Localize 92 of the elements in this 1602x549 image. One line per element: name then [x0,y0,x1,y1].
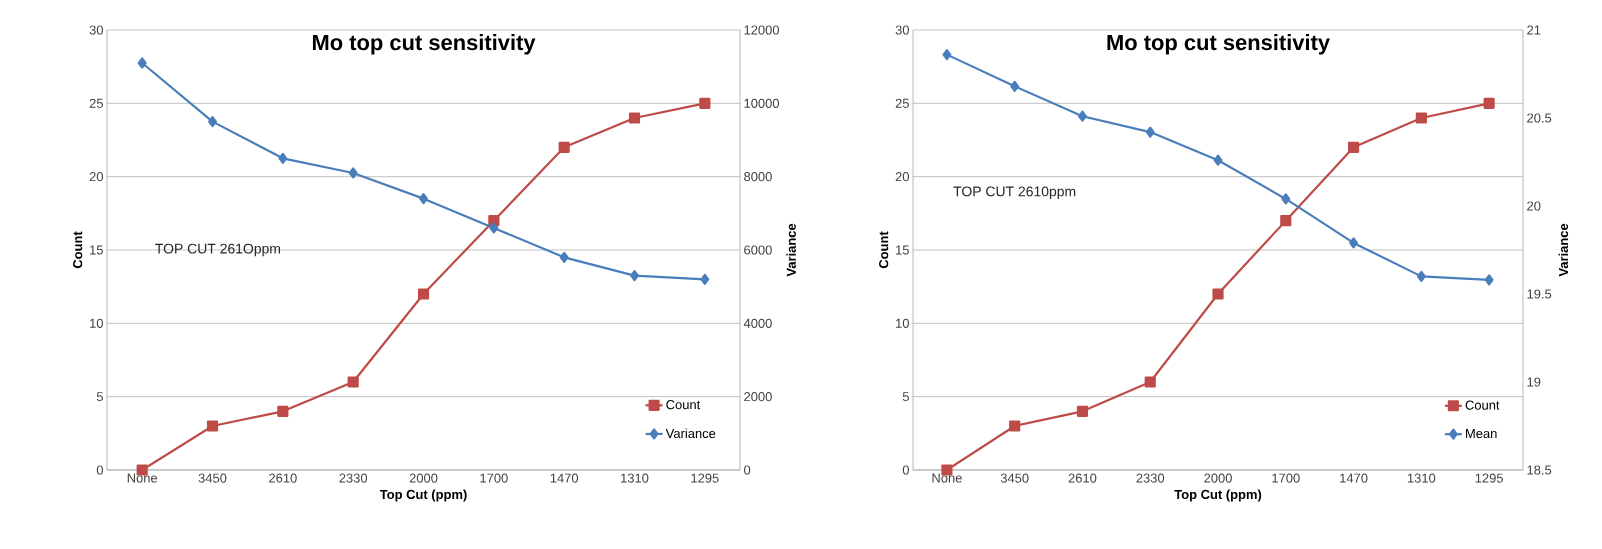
y-tick-label: 5 [902,392,909,402]
point [1483,97,1495,109]
y2-tick-label: 18.5 [1527,465,1552,475]
point [277,405,289,417]
point [700,273,710,285]
y2-tick-label: 4000 [743,318,772,328]
x-tick-label: 2000 [1204,473,1232,483]
y-axis-title: Count [879,231,889,269]
point [559,251,569,263]
y-tick-label: 5 [96,392,103,402]
chart-title: Mo top cut sensitivity [1107,34,1330,55]
point [1010,80,1020,92]
y2-axis-title: Variance [1558,223,1569,277]
point [1415,112,1427,124]
point [1145,126,1155,138]
x-tick-label: 2330 [1136,473,1165,483]
y-tick-label: 30 [89,25,103,35]
point [699,97,711,109]
y-tick-label: 0 [902,465,909,475]
y-tick-label: 15 [896,245,909,255]
y-tick-label: 25 [895,98,909,108]
x-tick-label: None [127,473,158,483]
x-tick-label: None [932,473,962,483]
point [419,193,428,205]
point [630,270,639,282]
y2-tick-label: 20 [1527,201,1541,211]
x-tick-label: 2000 [409,473,438,483]
x-axis-title: Top Cut (ppm) [379,489,467,502]
x-tick-label: 3450 [1000,473,1029,483]
point [628,112,641,124]
x-tick-label: 1470 [1340,473,1368,483]
x-tick-label: 2610 [269,473,297,483]
y2-tick-label: 6000 [744,245,772,255]
point [208,116,217,128]
y2-tick-label: 20.5 [1527,113,1552,123]
x-tick-label: 2330 [339,473,368,483]
y2-tick-label: 8000 [744,172,772,182]
point [1347,141,1360,153]
x-tick-label: 1310 [621,473,649,483]
point [1144,376,1156,388]
point [558,141,570,153]
y-tick-label: 10 [90,318,103,328]
point [1484,274,1494,286]
y-tick-label: 10 [896,318,909,328]
legend-label: Mean [1466,429,1497,439]
y-tick-label: 30 [895,25,909,35]
y-axis-title: Count [73,231,83,269]
y2-axis-title: Variance [786,223,796,277]
y2-tick-label: 21 [1527,25,1541,35]
point [489,222,499,234]
legend-label: Variance [665,428,716,439]
annotation: TOP CUT 261Oppm [155,243,281,257]
point [1078,110,1087,122]
chart-title: Mo top cut sensitivity [312,34,536,55]
point [1076,405,1089,417]
point [1280,215,1292,227]
x-tick-label: 1470 [550,473,579,483]
y2-tick-label: 10000 [744,98,780,108]
point [347,376,359,388]
x-tick-label: 1310 [1407,473,1436,483]
x-tick-label: 3450 [198,473,227,483]
legend-label: Count [666,400,701,410]
x-tick-label: 1700 [480,473,508,483]
y-tick-label: 20 [895,172,909,182]
point [1416,270,1426,282]
y2-tick-label: 12000 [744,25,780,35]
point [206,420,219,432]
point [1212,288,1224,300]
y2-tick-label: 19 [1527,377,1541,387]
point [942,49,952,61]
point [348,167,358,179]
point [1009,420,1021,432]
y2-tick-label: 19.5 [1527,289,1552,299]
annotation: TOP CUT 2610ppm [953,186,1076,200]
point [417,288,430,300]
point [1349,237,1359,249]
point [278,152,288,164]
y-tick-label: 20 [89,172,103,182]
x-tick-label: 1295 [691,473,719,483]
legend-label: Count [1465,400,1500,410]
y-tick-label: 0 [96,465,103,475]
y-tick-label: 25 [89,98,103,108]
x-tick-label: 2610 [1068,473,1097,483]
x-tick-label: 1700 [1272,473,1300,483]
x-tick-label: 1295 [1475,473,1503,483]
point [137,57,147,69]
y2-tick-label: 0 [744,465,751,475]
point [1213,154,1223,166]
y2-tick-label: 2000 [744,392,772,402]
x-axis-title: Top Cut (ppm) [1174,489,1262,502]
point [1281,193,1291,205]
y-tick-label: 15 [90,245,103,255]
